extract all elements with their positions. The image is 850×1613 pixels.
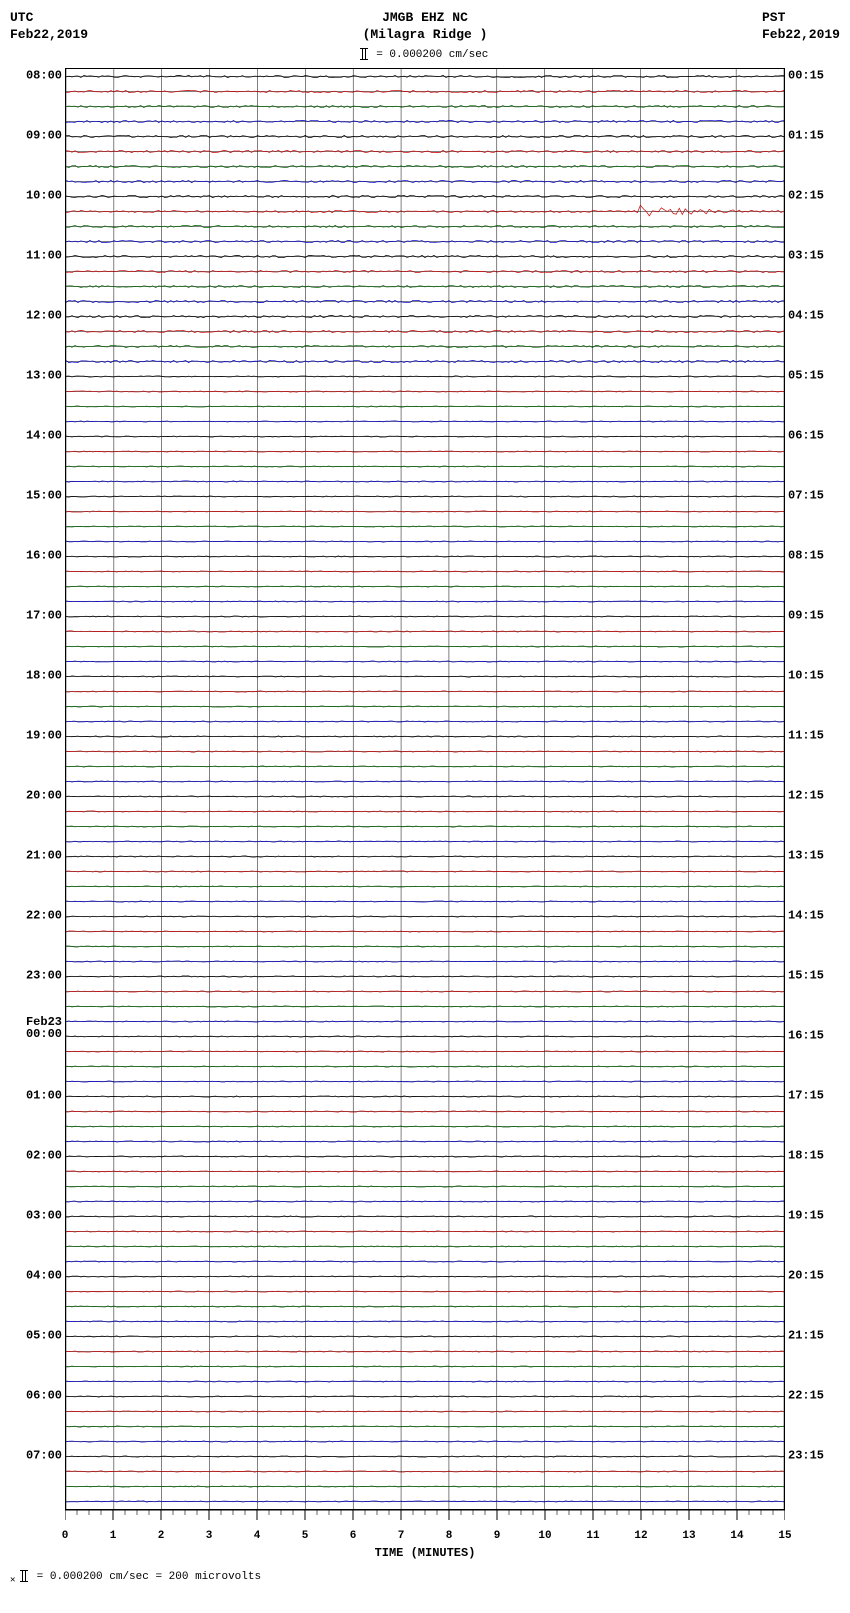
header: UTC Feb22,2019 JMGB EHZ NC (Milagra Ridg… bbox=[10, 10, 840, 62]
station-line2: (Milagra Ridge ) bbox=[362, 27, 489, 44]
time-label: 20:15 bbox=[788, 1269, 840, 1282]
time-label: 23:00 bbox=[10, 969, 62, 982]
time-label: 10:15 bbox=[788, 669, 840, 682]
right-time-labels: 00:15 01:15 02:15 03:15 04:15 05:15 06:15 07:15… bbox=[788, 68, 840, 1508]
header-center: JMGB EHZ NC (Milagra Ridge ) = 0.000200 … bbox=[362, 10, 489, 62]
plot-wrap: 08:00 09:00 10:00 11:00 12:00 13:00 14:00 15:00… bbox=[10, 68, 840, 1550]
x-tick-label: 4 bbox=[254, 1530, 261, 1542]
time-label: 15:15 bbox=[788, 969, 840, 982]
x-axis-label: TIME (MINUTES) bbox=[65, 1546, 785, 1560]
x-tick-label: 14 bbox=[730, 1530, 743, 1542]
time-label: 16:00 bbox=[10, 549, 62, 562]
left-tz: UTC bbox=[10, 10, 88, 27]
scale-text: = 0.000200 cm/sec bbox=[376, 49, 488, 61]
x-tick-label: 5 bbox=[302, 1530, 309, 1542]
seismogram-plot bbox=[65, 68, 785, 1510]
time-label: 08:15 bbox=[788, 549, 840, 562]
time-label: 10:00 bbox=[10, 189, 62, 202]
header-right: PST Feb22,2019 bbox=[762, 10, 840, 44]
x-tick-label: 7 bbox=[398, 1530, 405, 1542]
x-axis: 0123456789101112131415 TIME (MINUTES) bbox=[65, 1510, 785, 1550]
time-label: 11:15 bbox=[788, 729, 840, 742]
time-label: 16:15 bbox=[788, 1029, 840, 1042]
footer-scale-bar-icon bbox=[22, 1570, 26, 1582]
time-label: 02:15 bbox=[788, 189, 840, 202]
x-tick-label: 13 bbox=[682, 1530, 695, 1542]
x-tick-label: 0 bbox=[62, 1530, 69, 1542]
time-label: 05:00 bbox=[10, 1329, 62, 1342]
x-tick-label: 8 bbox=[446, 1530, 453, 1542]
time-label: 11:00 bbox=[10, 249, 62, 262]
time-label: 01:15 bbox=[788, 129, 840, 142]
scale-bar-icon bbox=[362, 48, 366, 60]
station-line1: JMGB EHZ NC bbox=[362, 10, 489, 27]
time-label: 12:00 bbox=[10, 309, 62, 322]
right-date: Feb22,2019 bbox=[762, 27, 840, 44]
x-axis-ticks bbox=[65, 1510, 785, 1530]
time-label: 21:00 bbox=[10, 849, 62, 862]
time-label: 01:00 bbox=[10, 1089, 62, 1102]
time-label: 14:15 bbox=[788, 909, 840, 922]
time-label: 04:00 bbox=[10, 1269, 62, 1282]
time-label: 21:15 bbox=[788, 1329, 840, 1342]
x-tick-label: 2 bbox=[158, 1530, 165, 1542]
footer-text: = 0.000200 cm/sec = 200 microvolts bbox=[37, 1571, 261, 1583]
time-label: 22:15 bbox=[788, 1389, 840, 1402]
time-label: 03:15 bbox=[788, 249, 840, 262]
time-label: 00:15 bbox=[788, 69, 840, 82]
time-label: 18:00 bbox=[10, 669, 62, 682]
time-label: 04:15 bbox=[788, 309, 840, 322]
time-label: 09:00 bbox=[10, 129, 62, 142]
time-label: 06:15 bbox=[788, 429, 840, 442]
time-label: 12:15 bbox=[788, 789, 840, 802]
time-label: 13:15 bbox=[788, 849, 840, 862]
x-tick-label: 9 bbox=[494, 1530, 501, 1542]
time-label: 14:00 bbox=[10, 429, 62, 442]
time-label: 06:00 bbox=[10, 1389, 62, 1402]
time-label: 20:00 bbox=[10, 789, 62, 802]
time-label: 22:00 bbox=[10, 909, 62, 922]
x-tick-label: 12 bbox=[634, 1530, 647, 1542]
time-label: 07:00 bbox=[10, 1449, 62, 1462]
footer-prefix: ✕ bbox=[10, 1575, 15, 1585]
time-label: 08:00 bbox=[10, 69, 62, 82]
x-tick-label: 6 bbox=[350, 1530, 357, 1542]
time-label: 18:15 bbox=[788, 1149, 840, 1162]
time-label: 23:15 bbox=[788, 1449, 840, 1462]
time-label: 13:00 bbox=[10, 369, 62, 382]
time-label: 19:15 bbox=[788, 1209, 840, 1222]
left-time-labels: 08:00 09:00 10:00 11:00 12:00 13:00 14:00 15:00… bbox=[10, 68, 62, 1508]
time-label: 03:00 bbox=[10, 1209, 62, 1222]
right-tz: PST bbox=[762, 10, 840, 27]
footer: ✕ = 0.000200 cm/sec = 200 microvolts bbox=[10, 1570, 840, 1585]
left-date: Feb22,2019 bbox=[10, 27, 88, 44]
time-label: Feb2300:00 bbox=[10, 1015, 62, 1040]
time-label: 19:00 bbox=[10, 729, 62, 742]
x-tick-label: 15 bbox=[778, 1530, 791, 1542]
time-label: 05:15 bbox=[788, 369, 840, 382]
header-left: UTC Feb22,2019 bbox=[10, 10, 88, 44]
x-tick-label: 10 bbox=[538, 1530, 551, 1542]
x-axis-numbers: 0123456789101112131415 bbox=[65, 1530, 785, 1544]
scale-line: = 0.000200 cm/sec bbox=[362, 48, 489, 62]
time-label: 15:00 bbox=[10, 489, 62, 502]
x-tick-label: 3 bbox=[206, 1530, 213, 1542]
time-label: 17:00 bbox=[10, 609, 62, 622]
x-tick-label: 1 bbox=[110, 1530, 117, 1542]
x-tick-label: 11 bbox=[586, 1530, 599, 1542]
time-label: 17:15 bbox=[788, 1089, 840, 1102]
time-label: 09:15 bbox=[788, 609, 840, 622]
time-label: 02:00 bbox=[10, 1149, 62, 1162]
seismogram-container: UTC Feb22,2019 JMGB EHZ NC (Milagra Ridg… bbox=[10, 10, 840, 1585]
time-label: 07:15 bbox=[788, 489, 840, 502]
